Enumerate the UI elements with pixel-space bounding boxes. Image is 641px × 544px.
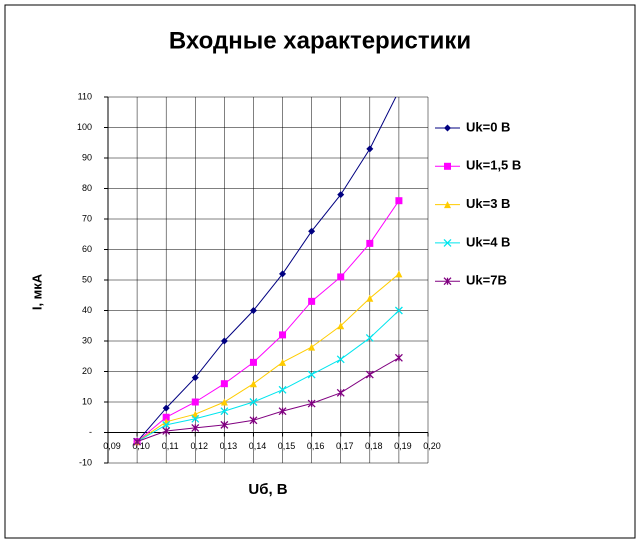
series-line [136, 357, 400, 443]
y-tick-label: 70 [82, 213, 92, 223]
marker [395, 197, 403, 205]
y-tick-label: 40 [82, 305, 92, 315]
marker [279, 331, 287, 339]
marker [366, 294, 374, 302]
legend-label: Uk=3 B [466, 196, 510, 211]
y-tick-label: 20 [82, 366, 92, 376]
marker [444, 201, 451, 209]
x-tick-label: 0,13 [220, 441, 238, 451]
x-tick-label: 0,10 [132, 441, 150, 451]
x-axis-title: Uб, В [248, 481, 287, 498]
x-tick-label: 0,15 [278, 441, 296, 451]
x-tick-label: 0,17 [336, 441, 354, 451]
marker [249, 358, 257, 366]
marker [308, 343, 316, 351]
y-tick-label: - [89, 427, 92, 437]
marker [366, 145, 374, 153]
marker [220, 398, 228, 406]
marker [307, 370, 316, 379]
marker [191, 423, 200, 432]
marker [191, 414, 200, 423]
y-tick-label: -10 [79, 457, 92, 467]
marker [365, 333, 374, 342]
y-tick-label: 90 [82, 152, 92, 162]
y-axis-title: I, мкА [29, 273, 44, 310]
marker [443, 238, 452, 247]
marker [133, 437, 142, 446]
series-line [136, 200, 400, 443]
x-tick-label: 0,19 [394, 441, 412, 451]
x-tick-label: 0,20 [423, 441, 441, 451]
marker [191, 410, 199, 418]
x-tick-label: 0,11 [162, 441, 179, 451]
legend-label: Uk=1,5 B [466, 158, 521, 173]
marker [444, 162, 451, 170]
series-line [136, 273, 400, 443]
marker [191, 374, 199, 382]
x-tick-label: 0,09 [103, 441, 121, 451]
y-tick-label: 80 [82, 183, 92, 193]
marker [249, 380, 257, 388]
marker [308, 297, 316, 305]
legend-label: Uk=4 B [466, 234, 510, 249]
x-tick-label: 0,18 [365, 441, 383, 451]
marker [220, 420, 229, 429]
marker [249, 307, 257, 314]
marker [220, 380, 228, 388]
marker [337, 191, 345, 199]
marker [220, 337, 228, 345]
y-tick-label: 50 [82, 274, 92, 284]
marker [307, 399, 316, 408]
x-tick-label: 0,14 [249, 441, 267, 451]
marker [394, 353, 403, 362]
marker [220, 407, 229, 416]
marker [395, 270, 403, 278]
marker [249, 416, 258, 425]
marker [279, 358, 287, 366]
marker [365, 370, 374, 379]
series-line [136, 97, 397, 442]
marker [337, 322, 345, 330]
marker [249, 398, 258, 406]
marker [162, 427, 171, 435]
series-layer [133, 97, 403, 446]
marker [444, 124, 451, 132]
marker [162, 413, 170, 421]
x-tick-label: 0,12 [191, 441, 209, 451]
marker [162, 404, 170, 412]
x-tick-label: 0,16 [307, 441, 325, 451]
marker [279, 270, 287, 278]
legend-label: Uk=0 B [466, 119, 510, 134]
marker [162, 420, 171, 429]
chart-title: Входные характеристики [169, 27, 471, 54]
y-tick-label: 30 [82, 335, 92, 345]
marker [191, 398, 199, 406]
chart-border [4, 4, 636, 539]
y-tick-label: 10 [82, 396, 92, 406]
marker [336, 355, 345, 364]
marker [394, 306, 403, 315]
series-line [136, 310, 400, 443]
y-tick-label: 60 [82, 244, 92, 254]
marker [278, 407, 287, 416]
marker [337, 273, 345, 281]
y-tick-label: 110 [78, 91, 92, 101]
marker [443, 277, 452, 286]
marker [278, 385, 287, 394]
y-tick-label: 100 [77, 122, 92, 132]
legend-label: Uk=7B [466, 273, 507, 288]
marker [366, 239, 374, 247]
marker [308, 227, 316, 235]
marker [336, 388, 345, 397]
